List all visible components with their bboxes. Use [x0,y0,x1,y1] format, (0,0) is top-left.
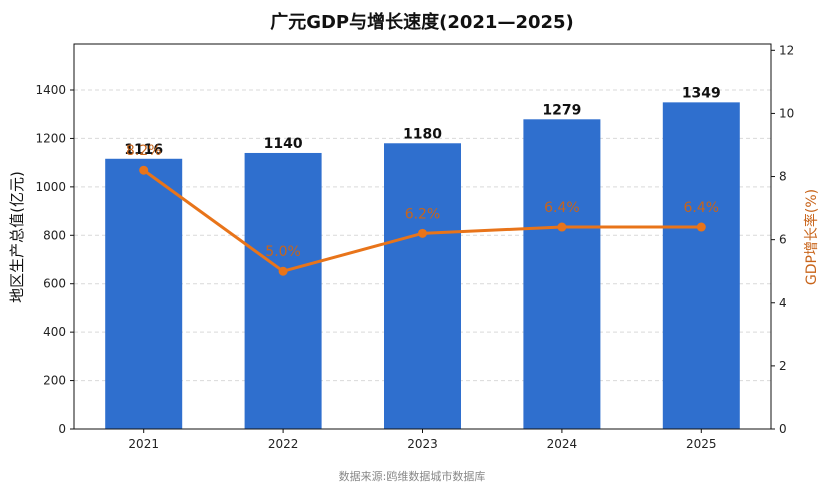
growth-value-label: 6.4% [544,200,580,216]
bar-value-label: 1180 [403,126,442,142]
x-tick-label: 2023 [407,437,438,451]
y-tick-label: 0 [58,422,66,436]
y-tick-label: 1200 [35,131,66,145]
y-tick-label: 600 [43,277,66,291]
x-tick-label: 2025 [686,437,717,451]
y2-tick-label: 10 [779,106,794,120]
y2-tick-label: 0 [779,422,787,436]
y2-tick-label: 8 [779,170,787,184]
x-tick-label: 2021 [128,437,159,451]
growth-point-2025 [696,222,706,232]
growth-point-2024 [557,222,567,232]
bar-value-label: 1140 [264,136,303,152]
x-tick-label: 2022 [268,437,299,451]
y-tick-label: 800 [43,228,66,242]
bar-value-label: 1116 [124,142,163,158]
y-axis-label: 地区生产总值(亿元) [8,171,26,303]
bars [105,102,740,430]
y-tick-label: 400 [43,325,66,339]
bar-2024 [523,119,601,430]
growth-value-label: 6.2% [405,206,441,222]
x-tick-label: 2024 [547,437,578,451]
y-tick-label: 1000 [35,180,66,194]
chart-title: 广元GDP与增长速度(2021—2025) [270,11,574,33]
bar-2021 [105,158,183,429]
y2-axis-ticks: 0 2 4 6 8 10 12 [771,43,794,436]
x-axis-ticks: 2021 2022 2023 2024 2025 [128,429,717,451]
bar-2025 [662,102,740,429]
data-source: 数据来源:鸥维数据城市数据库 [339,469,486,483]
bar-2022 [244,152,322,429]
growth-value-label: 6.4% [684,200,720,216]
y-tick-label: 1400 [35,83,66,97]
y-tick-label: 200 [43,374,66,388]
growth-point-2023 [418,228,427,238]
growth-point-2021 [139,165,149,175]
growth-point-2022 [278,266,288,276]
y-axis-ticks: 0 200 400 600 800 1000 1200 1400 [35,83,74,436]
bar-value-label: 1279 [542,102,581,118]
growth-line [139,165,706,276]
growth-value-label: 5.0% [265,244,301,260]
y2-tick-label: 12 [779,43,794,57]
bar-value-label: 1349 [682,85,721,101]
bar-2023 [384,143,461,429]
y2-axis-label: GDP增长率(%) [803,189,820,285]
y2-tick-label: 4 [779,296,787,310]
y2-tick-label: 6 [779,233,787,247]
growth-value-label: 8.2% [126,143,162,159]
data-labels: 1116 1140 1180 1279 1349 8.2% 5.0% 6.2% 6.4% 6.4% [124,85,721,260]
y2-tick-label: 2 [779,359,787,373]
